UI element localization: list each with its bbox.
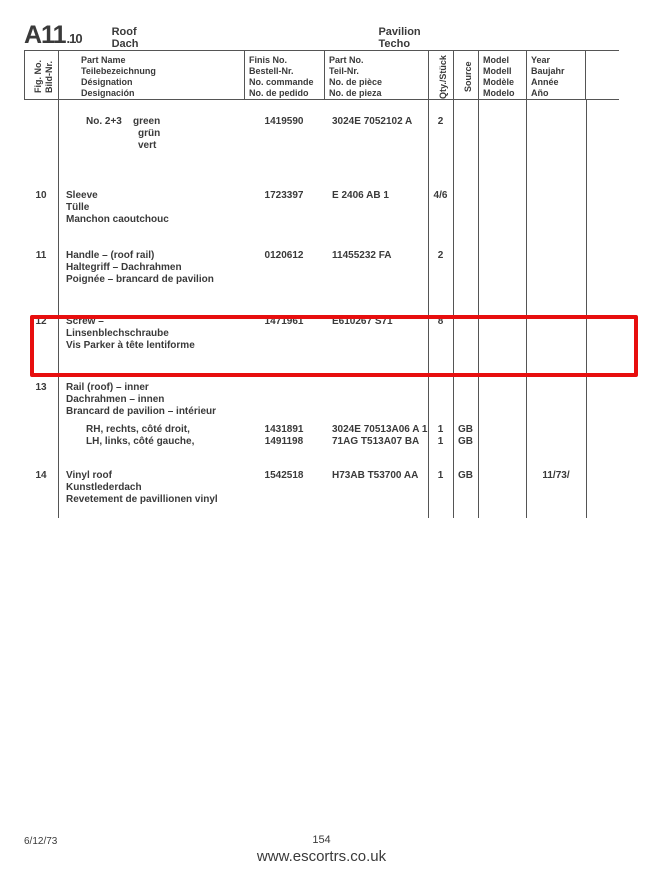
col-partno: Part No. Teil-Nr. No. de pièce No. de pi… [324, 51, 428, 99]
page-footer: 6/12/73 154 www.escortrs.co.uk [24, 836, 619, 847]
col-name: Part Name Teilebezeichnung Désignation D… [58, 51, 244, 99]
footer-page-number: 154 [312, 834, 330, 846]
section-header: A11.10 Roof Dach Pavilion Techo [24, 12, 619, 51]
table-row: 14 Vinyl roof Kunstlederdach Revetement … [24, 458, 619, 518]
col-finis: Finis No. Bestell-Nr. No. commande No. d… [244, 51, 324, 99]
col-fig: Fig. No.Bild-Nr. [24, 51, 58, 99]
section-code: A11.10 [24, 21, 94, 50]
title-left: Roof Dach [94, 26, 139, 50]
table-row: 12 Screw – Linsenblechschraube Vis Parke… [24, 298, 619, 370]
col-qty: Qty./Stück [428, 51, 453, 99]
col-source: Source [453, 51, 478, 99]
table-row: No. 2+3 green grün vert 1419590 3024E 70… [24, 100, 619, 178]
table-row: 10 Sleeve Tülle Manchon caoutchouc 17233… [24, 178, 619, 238]
table-row: 11 Handle – (roof rail) Haltegriff – Dac… [24, 238, 619, 298]
col-year: Year Baujahr Année Año [526, 51, 586, 99]
title-right: Pavilion Techo [378, 26, 420, 50]
table-row: LH, links, côté gauche, 1491198 71AG T51… [24, 436, 619, 458]
footer-date: 6/12/73 [24, 836, 57, 847]
table-row: 13 Rail (roof) – inner Dachrahmen – inne… [24, 370, 619, 422]
footer-url: www.escortrs.co.uk [257, 848, 386, 865]
col-model: Model Modell Modèle Modelo [478, 51, 526, 99]
table-body: No. 2+3 green grün vert 1419590 3024E 70… [24, 100, 619, 518]
table-row: RH, rechts, côté droit, 1431891 3024E 70… [24, 422, 619, 436]
column-headers: Fig. No.Bild-Nr. Part Name Teilebezeichn… [24, 51, 619, 100]
